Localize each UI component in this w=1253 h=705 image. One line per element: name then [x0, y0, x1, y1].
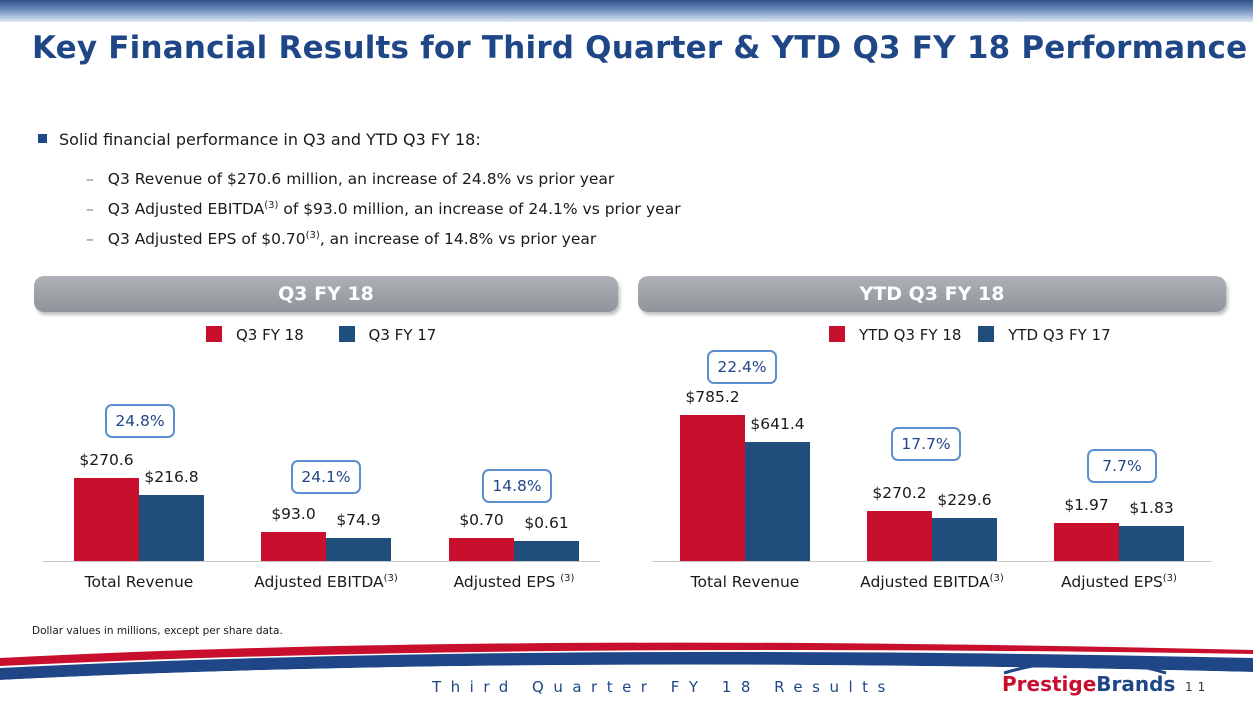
data-label: $229.6	[937, 491, 992, 509]
growth-badge: 22.4%	[707, 350, 777, 384]
prestige-brands-logo: PrestigeBrands	[1002, 672, 1176, 696]
category-label: Total Revenue	[84, 573, 194, 591]
bar	[1119, 526, 1184, 561]
footnote-ref: (3)	[989, 573, 1004, 584]
legend-q3: Q3 FY 18 Q3 FY 17	[206, 326, 466, 344]
category-label: Adjusted EPS(3)	[1061, 573, 1177, 592]
growth-badge: 17.7%	[891, 427, 961, 461]
sub-bullet-revenue-text: Q3 Revenue of $270.6 million, an increas…	[107, 170, 615, 188]
data-label: $0.61	[524, 514, 569, 532]
bar	[514, 541, 579, 561]
x-axis-line	[43, 561, 600, 562]
footnote-ref: (3)	[560, 573, 575, 584]
growth-badge: 14.8%	[482, 469, 552, 503]
bar	[449, 538, 514, 561]
data-label: $0.70	[459, 511, 504, 529]
bar	[745, 442, 810, 561]
legend-label-current: YTD Q3 FY 18	[859, 326, 962, 344]
legend-label-prior: Q3 FY 17	[368, 326, 437, 344]
growth-badge: 24.8%	[105, 404, 175, 438]
footnote: Dollar values in millions, except per sh…	[32, 625, 283, 637]
panel-header-ytd: YTD Q3 FY 18	[638, 276, 1226, 312]
sub-bullet-eps-text-b: , an increase of 14.8% vs prior year	[319, 230, 597, 249]
legend-swatch-prior	[978, 326, 995, 342]
bar	[74, 478, 139, 561]
bar	[932, 518, 997, 561]
category-label: Total Revenue	[690, 573, 800, 591]
sub-bullet-ebitda: – Q3 Adjusted EBITDA(3) of $93.0 million,…	[86, 200, 681, 219]
sub-bullet-ebitda-text-b: of $93.0 million, an increase of 24.1% v…	[278, 200, 681, 219]
main-bullet: Solid financial performance in Q3 and YT…	[38, 130, 481, 149]
legend-swatch-current	[829, 326, 845, 342]
legend-label-current: Q3 FY 18	[236, 326, 304, 344]
data-label: $641.4	[750, 415, 805, 433]
category-label: Adjusted EBITDA(3)	[254, 573, 398, 592]
bar	[139, 495, 204, 561]
legend-swatch-current	[206, 326, 222, 342]
category-label: Adjusted EPS (3)	[453, 573, 575, 592]
data-label: $270.6	[79, 451, 134, 469]
bar	[326, 538, 391, 561]
footnote-ref: (3)	[264, 200, 279, 211]
category-label: Adjusted EBITDA(3)	[860, 573, 1004, 592]
footer-swoosh	[0, 642, 1253, 705]
bar	[867, 511, 932, 561]
data-label: $270.2	[872, 484, 927, 502]
legend-label-prior: YTD Q3 FY 17	[1008, 326, 1111, 344]
legend-swatch-prior	[338, 326, 355, 342]
main-bullet-text: Solid financial performance in Q3 and YT…	[59, 130, 481, 149]
bar	[1054, 523, 1119, 561]
data-label: $216.8	[144, 468, 199, 486]
sub-bullet-ebitda-text-a: Q3 Adjusted EBITDA	[107, 200, 265, 219]
bar	[680, 415, 745, 561]
square-bullet-icon	[38, 134, 47, 143]
data-label: $785.2	[685, 388, 740, 406]
footnote-ref: (3)	[383, 573, 398, 584]
sub-bullet-eps-text-a: Q3 Adjusted EPS of $0.70	[107, 230, 306, 249]
data-label: $74.9	[336, 511, 381, 529]
legend-ytd: YTD Q3 FY 18 YTD Q3 FY 17	[829, 326, 1141, 344]
growth-badge: 24.1%	[291, 460, 361, 494]
data-label: $1.83	[1129, 499, 1174, 517]
footer-caption: Third Quarter FY 18 Results	[432, 678, 895, 696]
x-axis-line	[652, 561, 1212, 562]
page-number: 11	[1185, 680, 1211, 694]
growth-badge: 7.7%	[1087, 449, 1157, 483]
logo-arc-icon	[1003, 659, 1167, 675]
sub-bullet-eps: – Q3 Adjusted EPS of $0.70(3), an increas…	[86, 230, 597, 249]
top-gradient-bar	[0, 0, 1253, 22]
bar	[261, 532, 326, 561]
sub-bullet-revenue: – Q3 Revenue of $270.6 million, an increa…	[86, 170, 615, 188]
slide-title: Key Financial Results for Third Quarter …	[32, 30, 1248, 66]
footnote-ref: (3)	[305, 230, 320, 241]
data-label: $93.0	[271, 505, 316, 523]
data-label: $1.97	[1064, 496, 1109, 514]
footnote-ref: (3)	[1162, 573, 1177, 584]
panel-header-q3: Q3 FY 18	[34, 276, 618, 312]
